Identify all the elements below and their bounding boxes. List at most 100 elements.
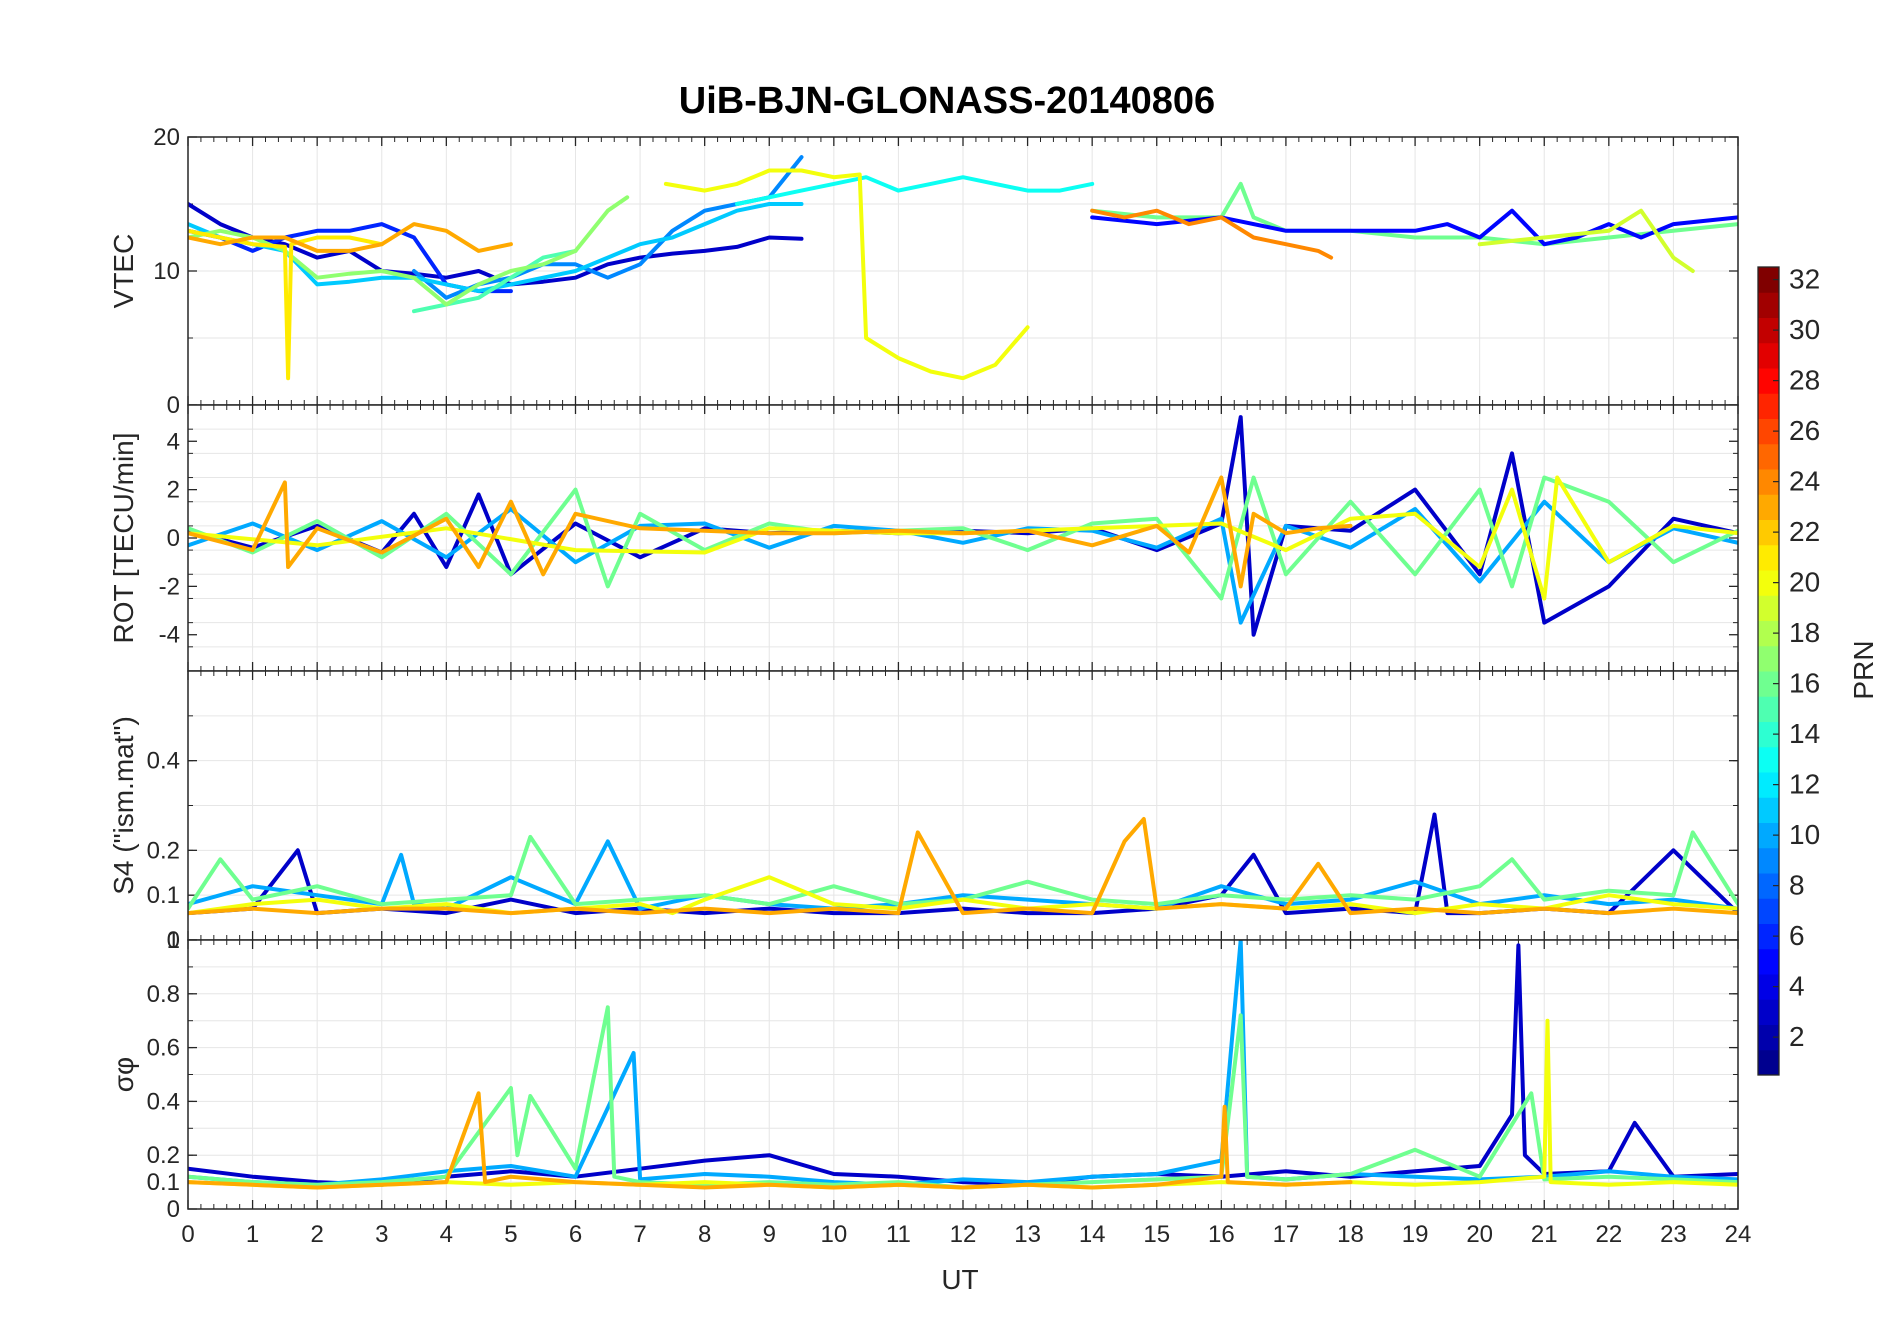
colorbar-swatch [1758, 292, 1779, 318]
y-tick-label: 0 [167, 927, 180, 954]
x-tick-label: 7 [633, 1221, 646, 1248]
x-tick-label: 20 [1466, 1221, 1493, 1248]
y-tick-label: 0.1 [147, 882, 180, 909]
colorbar-tick-label: 14 [1789, 718, 1820, 749]
series-line-prn-15 [412, 248, 578, 314]
series-line-prn-20 [663, 168, 1030, 381]
y-tick-label: 0.4 [147, 748, 180, 775]
x-tick-label: 19 [1402, 1221, 1429, 1248]
colorbar-tick-label: 20 [1789, 567, 1820, 598]
series-line-prn-5 [1090, 208, 1738, 247]
x-tick-label: 23 [1660, 1221, 1687, 1248]
colorbar-swatch [1758, 1024, 1779, 1051]
x-tick-label: 21 [1531, 1221, 1558, 1248]
colorbar-tick-label: 6 [1789, 920, 1805, 951]
colorbar-swatch [1758, 570, 1779, 596]
panel-s4: 0 0.1 0.2 0.4 S4 ("ism.mat") [108, 670, 1739, 954]
y-tick-label: 0.6 [147, 1035, 180, 1062]
colorbar-tick-label: 30 [1789, 314, 1820, 345]
panel-rot: -4 -2 0 2 4 ROT [TECU/min] [108, 404, 1739, 672]
series-line-prn-23 [188, 222, 513, 253]
colorbar-swatch [1758, 746, 1779, 773]
x-tick-label: 6 [569, 1221, 582, 1248]
y-tick-label: 20 [153, 124, 180, 151]
series-group [188, 155, 1738, 381]
colorbar-swatch [1758, 898, 1779, 924]
x-tick-label: 5 [504, 1221, 517, 1248]
colorbar-tick-label: 8 [1789, 870, 1805, 901]
colorbar-swatch [1758, 822, 1779, 849]
colorbar-swatch [1758, 317, 1779, 344]
colorbar-swatch [1758, 443, 1779, 470]
colorbar-swatch [1758, 1049, 1779, 1076]
x-tick-label: 11 [886, 1221, 911, 1248]
colorbar-swatch [1758, 721, 1779, 748]
y-tick-label: 0 [167, 392, 180, 419]
y-axis-label: σφ [108, 1057, 139, 1092]
colorbar-tick-label: 4 [1789, 971, 1805, 1002]
colorbar-tick-label: 32 [1789, 264, 1820, 295]
colorbar-swatch [1758, 267, 1779, 293]
y-tick-label: 0 [167, 525, 180, 552]
colorbar-swatch [1758, 999, 1779, 1025]
x-tick-label: 0 [181, 1221, 194, 1248]
x-tick-label: 4 [440, 1221, 453, 1248]
colorbar-swatch [1758, 797, 1779, 823]
colorbar-tick-label: 24 [1789, 466, 1820, 497]
series-line-prn-17 [188, 195, 630, 307]
panel-vtec: 0 10 20 VTEC [108, 124, 1739, 419]
y-tick-label: 0.1 [147, 1169, 180, 1196]
y-tick-label: 10 [153, 258, 180, 285]
y-axis-label: VTEC [108, 234, 139, 309]
series-line-prn-16 [188, 475, 1738, 601]
colorbar-swatch [1758, 393, 1779, 419]
x-tick-label: 16 [1208, 1221, 1235, 1248]
y-tick-label: 0.4 [147, 1088, 180, 1115]
series-line-prn-13 [735, 175, 1095, 206]
colorbar-swatch [1758, 923, 1779, 950]
series-line-prn-10 [188, 499, 1738, 625]
colorbar-label: PRN [1848, 640, 1879, 699]
colorbar-tick-label: 18 [1789, 617, 1820, 648]
colorbar-tick-label: 28 [1789, 365, 1820, 396]
x-tick-label: 18 [1337, 1221, 1364, 1248]
colorbar-tick-label: 12 [1789, 769, 1820, 800]
series-group [188, 940, 1738, 1190]
colorbar-tick-label: 10 [1789, 819, 1820, 850]
chart-title: UiB-BJN-GLONASS-20140806 [679, 80, 1215, 122]
y-tick-label: 0.8 [147, 981, 180, 1008]
colorbar-tick-label: 2 [1789, 1021, 1805, 1052]
colorbar-swatch [1758, 772, 1779, 798]
colorbar-swatch [1758, 595, 1779, 621]
plot-frame [187, 939, 1739, 1210]
colorbar-swatch [1758, 620, 1779, 647]
colorbar-tick-label: 22 [1789, 516, 1820, 547]
x-tick-label: 22 [1595, 1221, 1622, 1248]
colorbar-swatch [1758, 948, 1779, 975]
series-line-prn-10 [188, 940, 1738, 1187]
colorbar-swatch [1758, 873, 1779, 899]
y-axis-label: ROT [TECU/min] [108, 432, 139, 643]
series-line-prn-21 [188, 228, 384, 381]
x-tick-label: 12 [950, 1221, 977, 1248]
colorbar-swatch [1758, 469, 1779, 495]
x-tick-label: 8 [698, 1221, 711, 1248]
y-tick-label: -2 [159, 573, 180, 600]
x-tick-label: 9 [763, 1221, 776, 1248]
y-tick-label: 0.2 [147, 837, 180, 864]
colorbar-swatch [1758, 847, 1779, 874]
y-tick-label: 0 [167, 1196, 180, 1223]
colorbar-frame [1757, 266, 1780, 1076]
colorbar-swatch [1758, 974, 1779, 1000]
y-tick-label: 2 [167, 477, 180, 504]
series-line-prn-19 [1477, 208, 1695, 273]
x-tick-label: 3 [375, 1221, 388, 1248]
colorbar-tick-label: 26 [1789, 415, 1820, 446]
y-axis-label: S4 ("ism.mat") [108, 716, 139, 895]
series-line-prn-24 [1090, 208, 1334, 260]
colorbar-swatch [1758, 696, 1779, 722]
y-tick-label: 0.2 [147, 1142, 180, 1169]
